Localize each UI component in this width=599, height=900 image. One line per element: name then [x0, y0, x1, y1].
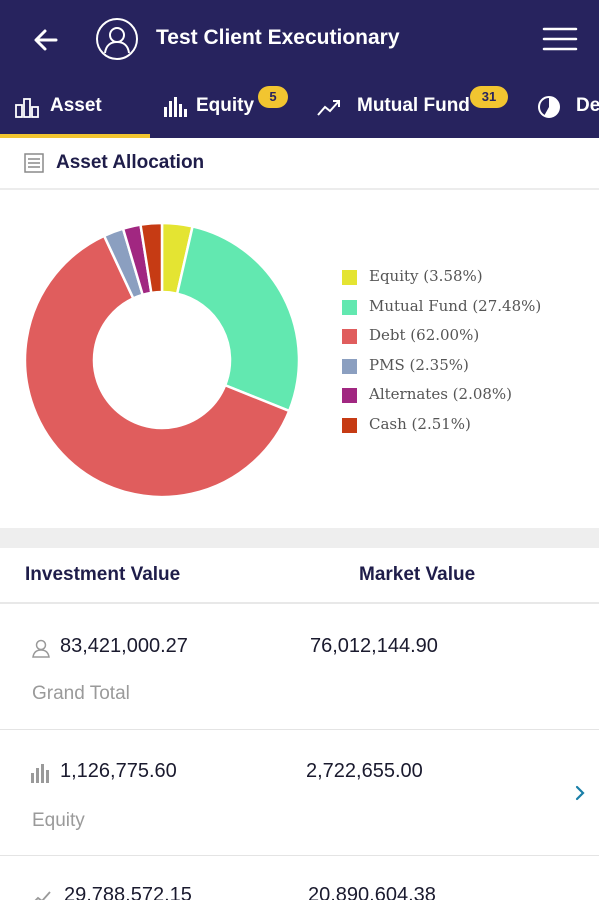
row-label: Equity — [32, 810, 85, 831]
market-value: 2,722,655.00 — [306, 760, 423, 782]
market-value: 20,890,604.38 — [308, 884, 436, 900]
menu-button[interactable] — [540, 22, 580, 56]
investment-value: 83,421,000.27 — [60, 635, 188, 657]
mutual-fund-count-badge: 31 — [470, 86, 508, 108]
tab-bar: Asset Equity 5 Mutual Fund 31 De — [0, 78, 599, 138]
pie-icon — [538, 96, 560, 118]
table-row-mutual-fund[interactable]: 29,788,572.15 20,890,604.38 — [0, 856, 599, 900]
equity-bars-icon — [164, 97, 187, 117]
legend-swatch — [342, 388, 357, 403]
equity-bars-icon — [31, 764, 49, 783]
investment-value: 29,788,572.15 — [64, 884, 192, 900]
donut-slice-cash[interactable] — [139, 222, 164, 295]
person-outline-icon — [104, 27, 130, 54]
tab-equity-label: Equity — [196, 95, 255, 116]
legend-label: Alternates (2.08%) — [369, 385, 513, 403]
tab-mutual-fund-label: Mutual Fund — [357, 95, 470, 116]
table-header: Investment Value Market Value — [0, 548, 599, 604]
investment-value-header: Investment Value — [25, 564, 181, 585]
section-title: Asset Allocation — [56, 152, 205, 173]
table-row-grand-total: 83,421,000.27 76,012,144.90 Grand Total — [0, 604, 599, 730]
donut-chart — [24, 222, 300, 498]
active-tab-indicator — [0, 134, 150, 138]
tab-debt[interactable]: De — [536, 78, 599, 138]
asset-allocation-chart: Equity (3.58%) Mutual Fund (27.48%) Debt (… — [0, 192, 599, 528]
legend-swatch — [342, 299, 357, 315]
page-title: Test Client Executionary — [156, 26, 400, 49]
back-arrow-icon — [34, 29, 58, 51]
tab-mutual-fund[interactable]: Mutual Fund 31 — [300, 78, 520, 138]
app-bar: Test Client Executionary — [0, 0, 599, 78]
back-button[interactable] — [28, 22, 64, 58]
chevron-right-icon[interactable] — [572, 783, 588, 803]
legend-label: Debt (62.00%) — [369, 326, 480, 344]
equity-count-badge: 5 — [258, 86, 288, 108]
trend-up-icon — [34, 891, 51, 900]
legend-label: Equity (3.58%) — [369, 267, 483, 285]
tab-asset-label: Asset — [50, 95, 102, 116]
legend-label: Cash (2.51%) — [369, 414, 471, 433]
market-value-header: Market Value — [359, 564, 476, 585]
tab-asset[interactable]: Asset — [0, 78, 150, 138]
legend-label: PMS (2.35%) — [369, 355, 469, 374]
legend-swatch — [342, 358, 357, 374]
legend-swatch — [342, 329, 357, 344]
tab-debt-label: De — [576, 95, 599, 116]
bar-chart-icon — [15, 98, 39, 118]
legend-label: Mutual Fund (27.48%) — [369, 296, 542, 315]
market-value: 76,012,144.90 — [310, 635, 438, 657]
investment-value: 1,126,775.60 — [60, 760, 177, 782]
donut-slice-debt[interactable] — [24, 234, 291, 498]
section-header: Asset Allocation — [0, 138, 599, 190]
donut-slice-mutual-fund[interactable] — [175, 224, 300, 413]
tab-equity[interactable]: Equity 5 — [150, 78, 300, 138]
legend-swatch — [342, 270, 357, 285]
hamburger-menu-icon — [542, 27, 578, 51]
avatar[interactable] — [96, 18, 138, 60]
list-icon — [24, 153, 44, 173]
row-label: Grand Total — [32, 683, 130, 704]
legend-swatch — [342, 417, 357, 433]
section-divider — [0, 528, 599, 548]
trend-up-icon — [317, 100, 340, 116]
table-row-equity[interactable]: 1,126,775.60 2,722,655.00 Equity — [0, 730, 599, 856]
person-icon — [32, 639, 50, 658]
